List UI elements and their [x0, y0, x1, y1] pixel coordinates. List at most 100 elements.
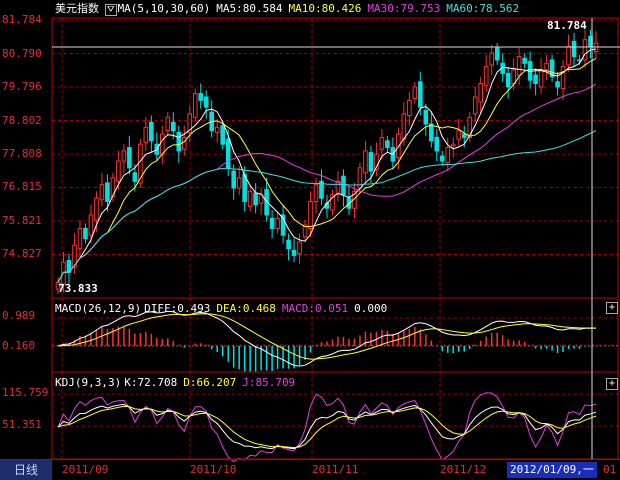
candle-body — [160, 133, 165, 155]
kdj-add-button[interactable]: + — [606, 378, 618, 390]
high-price-label: 81.784 — [547, 19, 587, 32]
candle-body — [549, 59, 555, 78]
candle-body — [308, 200, 313, 229]
x-tick-nov: 2011/11 — [312, 463, 359, 476]
candle-body — [264, 189, 269, 216]
grid-lines — [52, 18, 618, 459]
candle-body — [192, 93, 198, 118]
diff-value: DIFF:0.493 — [144, 302, 211, 315]
low-price-label: 73.833 — [58, 282, 98, 295]
candle-body — [522, 57, 527, 64]
candle-body — [165, 116, 171, 132]
cursor-date-label: 2012/01/09,一 — [507, 462, 597, 478]
x-tick-oct: 2011/10 — [190, 463, 237, 476]
candle-body — [280, 214, 286, 236]
ma5-value: MA5:80.584 — [216, 2, 283, 15]
d-value: D:66.207 — [183, 376, 237, 389]
macd-add-button[interactable]: + — [606, 302, 618, 314]
candle-body — [560, 66, 566, 90]
macd-ytick-2: 0.160 — [2, 339, 36, 352]
macd-zero-value: 0.000 — [354, 302, 388, 315]
main-ytick: 78.802 — [2, 113, 42, 127]
candle-body — [396, 133, 401, 159]
candle-body — [99, 184, 105, 201]
ma10-line — [57, 58, 597, 283]
candle-body — [176, 131, 182, 152]
main-ytick: 76.815 — [2, 180, 42, 194]
j-line — [57, 392, 597, 463]
main-ytick: 77.808 — [2, 147, 42, 161]
dea-line — [57, 313, 597, 360]
kdj-series — [57, 392, 597, 463]
candle-body — [143, 126, 149, 143]
instrument-title: 美元指数 — [55, 2, 99, 15]
ma60-line — [57, 130, 597, 283]
candle-body — [198, 93, 204, 101]
candle-body — [105, 182, 110, 202]
candle-body — [544, 62, 549, 71]
candle-body — [412, 86, 418, 100]
candle-body — [116, 160, 121, 182]
x-tick-sep: 2011/09 — [62, 463, 109, 476]
candle-body — [478, 83, 484, 103]
macd-ytick-1: 0.989 — [2, 309, 36, 322]
candle-body — [269, 217, 275, 229]
candle-body — [127, 147, 132, 169]
cursor-date-tail: 01 — [603, 463, 617, 476]
tab-daily[interactable]: 日线 — [0, 460, 52, 480]
candle-body — [483, 66, 489, 86]
main-ytick: 80.790 — [2, 46, 42, 60]
main-ytick: 81.784 — [2, 13, 42, 26]
candle-body — [121, 150, 127, 162]
candle-body — [505, 72, 511, 88]
candle-body — [291, 249, 297, 256]
main-legend: 美元指数 ⛛ MA(5,10,30,60) MA5:80.584 MA10:80.426… — [55, 2, 525, 17]
candle-body — [489, 52, 494, 66]
candle-body — [225, 138, 231, 169]
candle-body — [555, 81, 560, 88]
candle-body — [203, 96, 209, 108]
candle-body — [467, 116, 473, 138]
candle-body — [407, 99, 412, 117]
candle-body — [472, 96, 478, 115]
ma60-value: MA60:78.562 — [446, 2, 520, 15]
candle-body — [297, 241, 302, 255]
candle-body — [533, 74, 538, 85]
candle-body — [445, 147, 451, 164]
candle-body — [83, 227, 88, 240]
candle-body — [511, 69, 516, 85]
candle-body — [77, 227, 83, 250]
ma-params: MA(5,10,30,60) — [117, 2, 211, 15]
candle-body — [170, 121, 176, 132]
j-value: J:85.709 — [242, 376, 296, 389]
candle-body — [582, 39, 588, 61]
kdj-legend: KDJ(9,3,3) K:72.708 D:66.207 J:85.709 — [55, 376, 301, 390]
candle-body — [385, 140, 390, 149]
candle-body — [429, 123, 434, 142]
candle-body — [566, 45, 571, 66]
candle-body — [450, 143, 456, 147]
candle-body — [423, 109, 429, 125]
candle-body — [220, 125, 225, 145]
ma30-value: MA30:79.753 — [367, 2, 441, 15]
candle-body — [88, 214, 94, 236]
ma-toggle-icon[interactable]: ⛛ — [105, 4, 117, 16]
diff-line — [57, 310, 597, 367]
candle-body — [571, 40, 577, 58]
candle-body — [494, 47, 500, 61]
candle-body — [516, 56, 522, 76]
candle-body — [363, 150, 368, 174]
candle-body — [379, 136, 385, 150]
candle-body — [374, 153, 379, 170]
candle-body — [253, 192, 258, 206]
macd-series — [52, 310, 618, 373]
plus-icon: + — [608, 378, 616, 389]
candle-body — [330, 194, 335, 211]
candle-body — [302, 224, 308, 238]
candle-body — [319, 180, 324, 199]
ma10-value: MA10:80.426 — [288, 2, 362, 15]
macd-value: MACD:0.051 — [281, 302, 349, 315]
candlestick-series — [55, 29, 599, 295]
candle-body — [456, 130, 462, 140]
